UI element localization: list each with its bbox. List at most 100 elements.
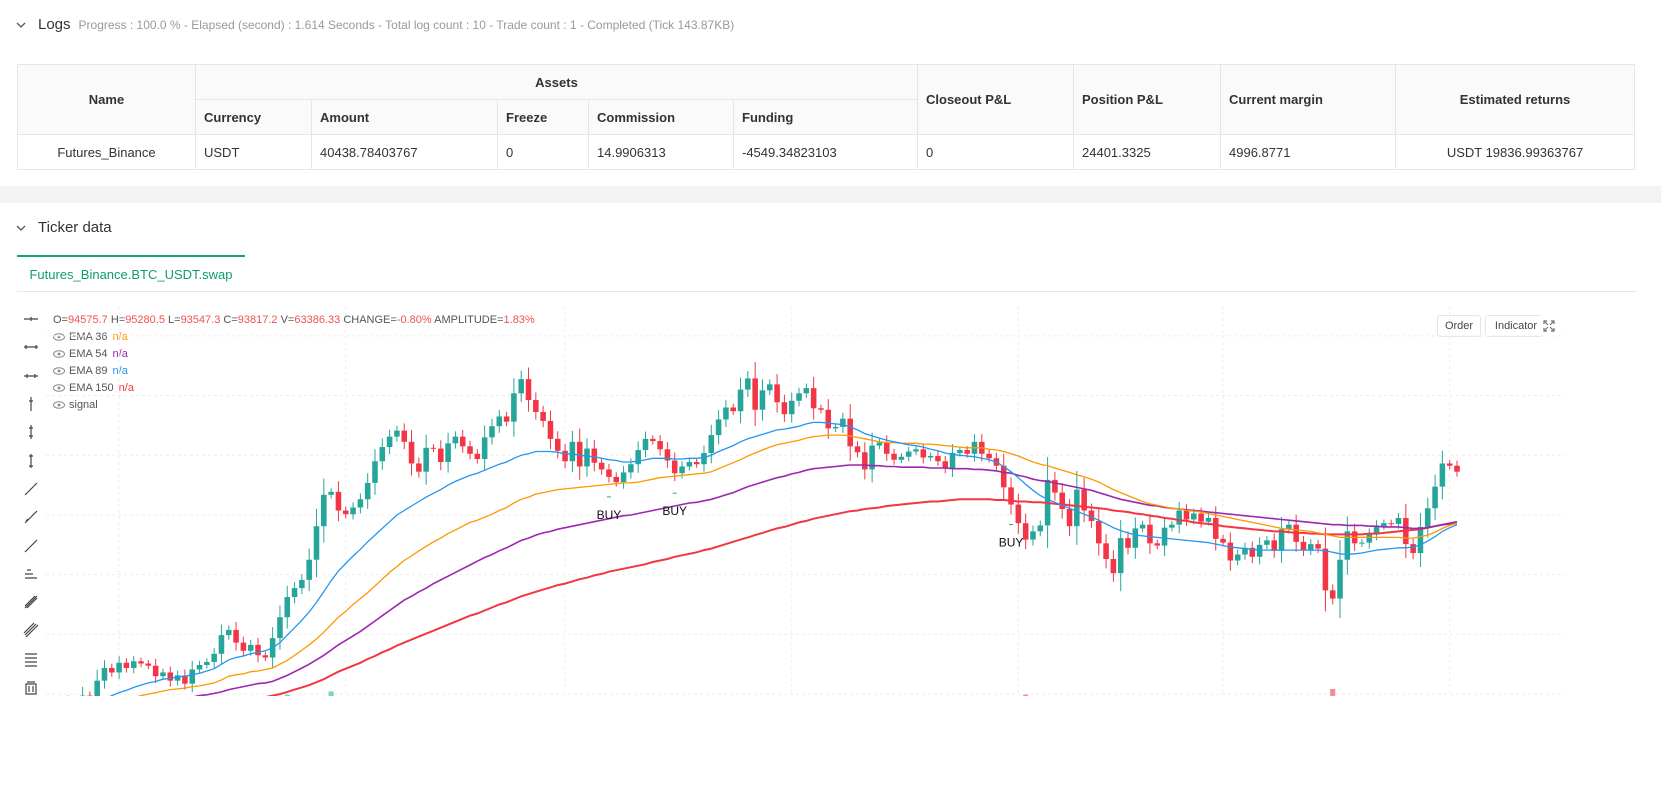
candle xyxy=(613,472,620,487)
candle xyxy=(459,430,466,453)
candle xyxy=(1110,550,1117,582)
legend-item[interactable]: EMA 54 n/a xyxy=(53,348,128,360)
candle xyxy=(1446,459,1453,470)
header-freeze: Freeze xyxy=(497,99,589,135)
candle xyxy=(379,438,386,470)
vertical-ray-icon[interactable] xyxy=(18,446,44,474)
o-label: O= xyxy=(53,314,68,326)
candle xyxy=(1234,549,1241,566)
candle xyxy=(233,621,239,651)
candle xyxy=(408,429,415,476)
candle xyxy=(591,439,598,472)
tab-futures-binance[interactable]: Futures_Binance.BTC_USDT.swap xyxy=(17,255,245,291)
candle xyxy=(299,573,305,595)
eye-icon[interactable] xyxy=(53,401,65,409)
fib-retracement-icon[interactable] xyxy=(18,645,44,673)
candle xyxy=(306,548,312,592)
header-funding: Funding xyxy=(733,99,918,135)
parallel-channel-icon[interactable] xyxy=(18,588,44,616)
order-button[interactable]: Order xyxy=(1437,315,1481,337)
trend-line-icon[interactable] xyxy=(18,475,44,503)
candle xyxy=(635,441,641,473)
fib-channel-icon[interactable] xyxy=(18,616,44,644)
candle xyxy=(715,410,722,445)
candle xyxy=(1337,540,1343,619)
change-value: -0.80% xyxy=(396,314,432,326)
candle xyxy=(467,440,473,460)
indicator-button[interactable]: Indicator xyxy=(1485,315,1547,337)
candle xyxy=(116,656,122,680)
candle xyxy=(1000,453,1007,500)
chevron-down-icon[interactable] xyxy=(16,20,26,30)
eye-icon[interactable] xyxy=(53,367,65,375)
legend-item[interactable]: EMA 150 n/a xyxy=(53,382,134,394)
eye-icon[interactable] xyxy=(53,384,65,392)
logs-header[interactable]: Logs Progress : 100.0 % - Elapsed (secon… xyxy=(16,16,734,33)
extended-line-icon[interactable] xyxy=(18,362,44,390)
segment-line-icon[interactable] xyxy=(18,531,44,559)
candle xyxy=(357,493,364,514)
cell-estimated-returns: USDT 19836.99363767 xyxy=(1395,134,1635,170)
legend-value: n/a xyxy=(112,348,128,360)
trash-icon[interactable] xyxy=(18,673,44,701)
candle xyxy=(533,392,539,420)
candle xyxy=(1329,584,1336,605)
volume-bars xyxy=(284,689,1336,696)
candle xyxy=(810,376,817,420)
volume-bar xyxy=(1023,694,1029,696)
candle xyxy=(774,374,780,413)
cell-name: Futures_Binance xyxy=(17,134,196,170)
candle xyxy=(935,451,941,466)
legend-item[interactable]: EMA 36 n/a xyxy=(53,331,128,343)
cell-commission: 14.9906313 xyxy=(588,134,734,170)
candle xyxy=(781,394,788,422)
horizontal-line-icon[interactable] xyxy=(18,305,44,333)
candle xyxy=(1454,460,1460,477)
candle xyxy=(1242,542,1248,560)
vertical-segment-icon[interactable] xyxy=(18,418,44,446)
candle xyxy=(1220,534,1226,547)
candle xyxy=(1410,537,1416,560)
candle xyxy=(913,445,919,456)
tab-divider xyxy=(17,291,1637,292)
ray-line-icon[interactable] xyxy=(18,503,44,531)
candle xyxy=(262,651,269,662)
fullscreen-button[interactable] xyxy=(1539,315,1559,337)
ticker-header[interactable]: Ticker data xyxy=(16,219,112,236)
candle xyxy=(1117,520,1124,592)
candle xyxy=(1432,474,1438,521)
candle xyxy=(445,432,451,473)
legend-value: n/a xyxy=(112,331,128,343)
ema-89-line xyxy=(109,421,1458,696)
buy-signal-label: BUY xyxy=(999,536,1024,550)
price-range-icon[interactable] xyxy=(18,560,44,588)
candle xyxy=(247,639,254,656)
candle xyxy=(737,377,744,424)
candle xyxy=(481,425,488,471)
vertical-line-icon[interactable] xyxy=(18,390,44,418)
header-current-margin: Current margin xyxy=(1220,64,1396,135)
candle xyxy=(1161,517,1168,556)
volume-bar xyxy=(1330,689,1336,696)
volume-bar xyxy=(328,691,334,696)
horizontal-ray-icon[interactable] xyxy=(18,333,44,361)
grid xyxy=(46,306,1565,696)
eye-icon[interactable] xyxy=(53,350,65,358)
candle xyxy=(1366,528,1373,549)
price-chart[interactable]: 112,000.00104,000.0096,000.0088,000.0080… xyxy=(0,0,1565,696)
legend-item[interactable]: EMA 89 n/a xyxy=(53,365,128,377)
chevron-down-icon[interactable] xyxy=(16,223,26,233)
change-label: CHANGE= xyxy=(343,314,397,326)
ohlc-readout: O=94575.7 H=95280.5 L=93547.3 C=93817.2 … xyxy=(53,314,535,326)
ticker-panel: Ticker data Futures_Binance.BTC_USDT.swa… xyxy=(0,203,1661,804)
legend-item[interactable]: signal xyxy=(53,399,103,411)
candle xyxy=(225,625,232,640)
candle xyxy=(832,423,839,432)
candle xyxy=(708,424,715,464)
candle xyxy=(518,370,524,402)
candle xyxy=(1439,450,1446,500)
candle xyxy=(525,367,532,412)
amplitude-value: 1.83% xyxy=(503,314,535,326)
candle xyxy=(840,412,846,433)
candle xyxy=(489,418,495,445)
